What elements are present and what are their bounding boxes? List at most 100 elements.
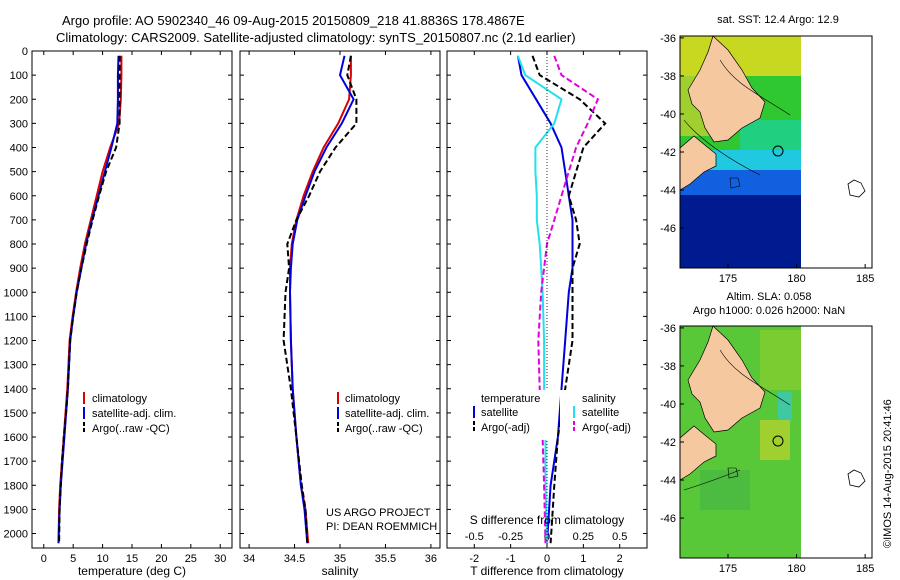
y-tick-label: 1400 — [4, 384, 28, 396]
x-tick-label: 20 — [155, 553, 167, 565]
difference-legend: temperature satellite Argo(-adj) salinit… — [469, 390, 640, 440]
pi-credit: PI: DEAN ROEMMICH — [326, 521, 437, 533]
legend-argo-label: Argo(..raw -QC) — [92, 423, 170, 435]
sst-contour-b — [683, 119, 761, 176]
legend-salinity-header: salinity — [582, 393, 616, 405]
imos-timestamp: ©IMOS 14-Aug-2015 20:41:46 — [882, 399, 894, 548]
sla-patch-3 — [760, 420, 790, 460]
y-tick-label: 1200 — [4, 336, 28, 348]
x-tick-label: 30 — [214, 553, 226, 565]
series-line-satellite — [516, 55, 574, 544]
s-x-tick-label: 0.25 — [573, 531, 594, 543]
map-x-tick-label: 175 — [719, 273, 737, 285]
map-y-tick-label: -44 — [660, 475, 676, 487]
map-y-tick-label: -46 — [660, 513, 676, 525]
y-tick-label: 100 — [10, 70, 28, 82]
sla-contour-a — [719, 349, 791, 406]
map-x-tick-label: 185 — [856, 273, 874, 285]
sla-north-island-land — [687, 326, 766, 433]
y-tick-label: 500 — [10, 167, 28, 179]
y-tick-label: 0 — [22, 46, 28, 58]
difference-panel-frame — [446, 50, 648, 549]
series-line-climatology — [57, 55, 123, 544]
legend-argo-label: Argo(..raw -QC) — [345, 423, 423, 435]
legend-satellite-label: satellite-adj. clim. — [345, 408, 429, 420]
legend-mask-left — [469, 390, 553, 440]
legend-sal-satellite-label: satellite — [582, 407, 619, 419]
sla-patch-2 — [778, 392, 792, 422]
sla-map-axis-ticks: 175 180 185 -36 -38 -40 -42 -44 -46 — [660, 323, 874, 575]
sla-patch-1 — [760, 330, 801, 390]
map-y-tick-label: -38 — [660, 361, 676, 373]
map-x-tick-label: 175 — [719, 563, 737, 575]
sst-north-island-land — [687, 36, 766, 143]
x-tick-label: 34.5 — [284, 553, 305, 565]
y-tick-label: 1900 — [4, 504, 28, 516]
salinity-x-label: salinity — [322, 564, 359, 578]
legend-climatology-label: climatology — [345, 393, 401, 405]
s-x-tick-label: 0.5 — [612, 531, 627, 543]
legend-climatology-label: climatology — [92, 393, 148, 405]
sla-map-title-line1: Altim. SLA: 0.058 — [727, 291, 812, 303]
series-line-argo-raw-qc- — [58, 55, 121, 544]
y-tick-label: 2000 — [4, 529, 28, 541]
salinity-legend: climatology satellite-adj. clim. Argo(..… — [337, 392, 429, 435]
x-tick-label: 35.5 — [375, 553, 396, 565]
sla-chatham-island — [847, 469, 866, 488]
x-tick-label: 35 — [334, 553, 346, 565]
x-tick-label: 25 — [185, 553, 197, 565]
sst-map-axis-ticks: 175 180 185 -36 -38 -40 -42 -44 -46 — [660, 33, 874, 285]
legend-sal-argo-label: Argo(-adj) — [582, 422, 631, 434]
legend-temp-satellite-label: satellite — [481, 407, 518, 419]
y-tick-label: 1700 — [4, 456, 28, 468]
map-y-tick-label: -42 — [660, 437, 676, 449]
x-tick-label: 2 — [617, 553, 623, 565]
x-tick-label: 10 — [96, 553, 108, 565]
sla-patch-4 — [700, 470, 750, 510]
sst-map-title: sat. SST: 12.4 Argo: 12.9 — [717, 14, 839, 26]
x-tick-label: 15 — [126, 553, 138, 565]
sla-map-image — [680, 326, 801, 558]
sla-map-title-line2: Argo h1000: 0.026 h2000: NaN — [693, 305, 845, 317]
sst-map-image — [680, 36, 801, 268]
map-y-tick-label: -44 — [660, 185, 676, 197]
temperature-axis-ticks: 0 5 10 15 20 25 300100200300400500600700800900… — [4, 46, 232, 565]
sst-south-island-land — [680, 135, 717, 191]
y-tick-label: 900 — [10, 263, 28, 275]
difference-x-label: T difference from climatology — [470, 564, 624, 578]
y-tick-label: 700 — [10, 215, 28, 227]
series-line-argo-raw-qc- — [282, 55, 358, 544]
series-line-satellite-adj-clim- — [288, 55, 355, 544]
x-tick-label: -2 — [469, 553, 479, 565]
x-tick-label: 1 — [580, 553, 586, 565]
x-tick-label: 34 — [243, 553, 255, 565]
y-tick-label: 1500 — [4, 408, 28, 420]
sst-contour-a — [719, 59, 791, 116]
y-tick-label: 1300 — [4, 360, 28, 372]
legend-temperature-header: temperature — [481, 393, 540, 405]
x-tick-label: -1 — [506, 553, 516, 565]
series-line-satellite-adj-clim- — [57, 55, 120, 544]
sla-float-marker — [772, 435, 784, 447]
y-tick-label: 600 — [10, 191, 28, 203]
s-x-tick-label: -0.5 — [465, 531, 484, 543]
x-tick-label: 5 — [70, 553, 76, 565]
sst-float-marker — [772, 145, 784, 157]
legend-temp-argo-label: Argo(-adj) — [481, 422, 530, 434]
y-tick-label: 800 — [10, 239, 28, 251]
sla-contour-c — [727, 467, 739, 479]
x-tick-label: 0 — [544, 553, 550, 565]
y-tick-label: 1100 — [4, 311, 28, 323]
map-y-tick-label: -42 — [660, 147, 676, 159]
difference-top-x-label: S difference from climatology — [470, 513, 625, 527]
y-tick-label: 200 — [10, 94, 28, 106]
map-x-tick-label: 180 — [787, 563, 805, 575]
y-tick-label: 300 — [10, 118, 28, 130]
salinity-profile-lines — [282, 55, 358, 544]
sla-contour-b — [683, 469, 741, 491]
map-y-tick-label: -40 — [660, 399, 676, 411]
map-y-tick-label: -38 — [660, 71, 676, 83]
sst-chatham-island — [847, 179, 866, 198]
